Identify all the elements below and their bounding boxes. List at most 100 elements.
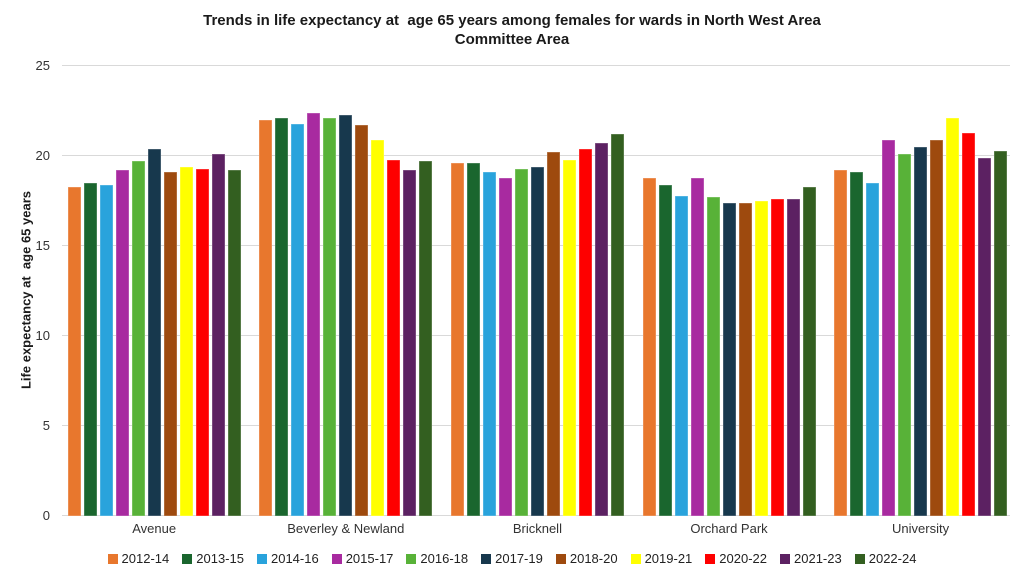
gridline-20 [62, 155, 1010, 156]
legend-item-2013-15: 2013-15 [182, 551, 244, 566]
legend-swatch-icon [331, 553, 342, 564]
bar-group-beverley-newland [258, 66, 433, 516]
bar-2018-20-bricknell [546, 152, 560, 516]
bar-2013-15-beverley-newland [275, 118, 289, 516]
bar-2018-20-orchard-park [738, 202, 752, 516]
legend-label: 2017-19 [495, 551, 543, 566]
bar-group-bricknell [450, 66, 625, 516]
legend-swatch-icon [406, 553, 417, 564]
legend-swatch-icon [854, 553, 865, 564]
bar-2018-20-beverley-newland [355, 125, 369, 516]
bar-2022-24-orchard-park [802, 186, 816, 516]
legend-label: 2022-24 [868, 551, 917, 566]
plot-area [62, 65, 1010, 516]
y-tick-label-20: 20 [35, 148, 50, 163]
legend-item-2020-22: 2020-22 [705, 551, 767, 566]
bar-2018-20-university [930, 139, 944, 516]
bar-2021-23-university [978, 157, 992, 516]
legend-item-2022-24: 2022-24 [854, 551, 917, 566]
legend-label: 2019-21 [644, 551, 693, 566]
bar-2014-16-bricknell [482, 172, 496, 516]
y-tick-label-0: 0 [42, 508, 50, 523]
legend-swatch-icon [182, 553, 193, 564]
bar-2020-22-orchard-park [770, 199, 784, 516]
bar-2012-14-avenue [67, 186, 81, 516]
bar-2018-20-avenue [163, 172, 177, 516]
y-tick-label-25: 25 [35, 58, 50, 73]
legend-label: 2016-18 [420, 551, 469, 566]
legend-swatch-icon [481, 553, 492, 564]
bar-2019-21-university [946, 118, 960, 516]
y-tick-label-15: 15 [35, 238, 50, 253]
chart-title-line1: Trends in life expectancy at age 65 year… [203, 12, 821, 29]
legend-swatch-icon [630, 553, 641, 564]
bar-2021-23-avenue [211, 154, 225, 516]
bar-2017-19-bricknell [530, 166, 544, 516]
bar-2016-18-university [898, 154, 912, 516]
bar-2016-18-avenue [131, 161, 145, 516]
y-axis-title: Life expectancy at age 65 years [18, 190, 34, 390]
bar-2022-24-bricknell [610, 134, 624, 516]
bar-2022-24-beverley-newland [419, 161, 433, 516]
bar-2017-19-orchard-park [722, 202, 736, 516]
legend-label: 2012-14 [121, 551, 170, 566]
bar-2021-23-beverley-newland [403, 170, 417, 516]
bar-group-avenue [67, 66, 242, 516]
bar-2014-16-beverley-newland [291, 123, 305, 516]
bar-2020-22-avenue [195, 168, 209, 516]
bar-2014-16-avenue [99, 184, 113, 516]
legend-item-2018-20: 2018-20 [555, 551, 618, 566]
bar-2016-18-bricknell [514, 168, 528, 516]
x-axis-label-university: University [892, 521, 950, 536]
legend-swatch-icon [555, 553, 566, 564]
legend-item-2017-19: 2017-19 [481, 551, 543, 566]
legend-label: 2020-22 [719, 551, 768, 566]
chart-title-line2: Committee Area [454, 31, 570, 48]
bar-2013-15-orchard-park [658, 184, 672, 516]
bar-2019-21-avenue [179, 166, 193, 516]
bar-2012-14-university [834, 170, 848, 516]
bar-2015-17-avenue [115, 170, 129, 516]
bar-group-orchard-park [642, 66, 817, 516]
y-tick-label-10: 10 [35, 328, 50, 343]
bar-2015-17-beverley-newland [307, 112, 321, 516]
legend-item-2012-14: 2012-14 [107, 551, 170, 566]
legend-swatch-icon [705, 553, 716, 564]
bar-2014-16-orchard-park [674, 195, 688, 516]
legend-item-2014-16: 2014-16 [256, 551, 319, 566]
legend-swatch-icon [256, 553, 267, 564]
legend-item-2019-21: 2019-21 [630, 551, 693, 566]
legend-label: 2015-17 [345, 551, 394, 566]
bar-2013-15-university [850, 172, 864, 516]
chart-title: Trends in life expectancy at age 65 year… [0, 11, 1024, 49]
bar-2012-14-beverley-newland [259, 120, 273, 516]
legend-label: 2018-20 [569, 551, 618, 566]
x-axis-label-orchard-park: Orchard Park [690, 521, 768, 536]
bar-2020-22-beverley-newland [387, 159, 401, 516]
bar-2020-22-bricknell [578, 148, 592, 516]
bar-2012-14-bricknell [450, 163, 464, 516]
bar-2016-18-beverley-newland [323, 118, 337, 516]
bar-2014-16-university [866, 183, 880, 516]
bar-2017-19-avenue [147, 148, 161, 516]
bar-2021-23-bricknell [594, 143, 608, 516]
bar-2020-22-university [962, 132, 976, 516]
gridline-25 [62, 65, 1010, 66]
bar-2019-21-bricknell [562, 159, 576, 516]
bar-2021-23-orchard-park [786, 199, 800, 516]
legend-label: 2014-16 [270, 551, 319, 566]
bar-2022-24-university [994, 150, 1008, 516]
bar-2019-21-orchard-park [754, 201, 768, 516]
bar-2013-15-bricknell [466, 163, 480, 516]
bar-2022-24-avenue [227, 170, 241, 516]
legend-item-2016-18: 2016-18 [406, 551, 468, 566]
x-axis-label-bricknell: Bricknell [512, 521, 562, 536]
legend-item-2021-23: 2021-23 [780, 551, 842, 566]
bar-2017-19-beverley-newland [339, 114, 353, 516]
legend-swatch-icon [780, 553, 791, 564]
x-axis-label-beverley-newland: Beverley & Newland [287, 521, 405, 536]
bar-2013-15-avenue [83, 183, 97, 516]
bar-2017-19-university [914, 147, 928, 516]
bar-group-university [833, 66, 1008, 516]
